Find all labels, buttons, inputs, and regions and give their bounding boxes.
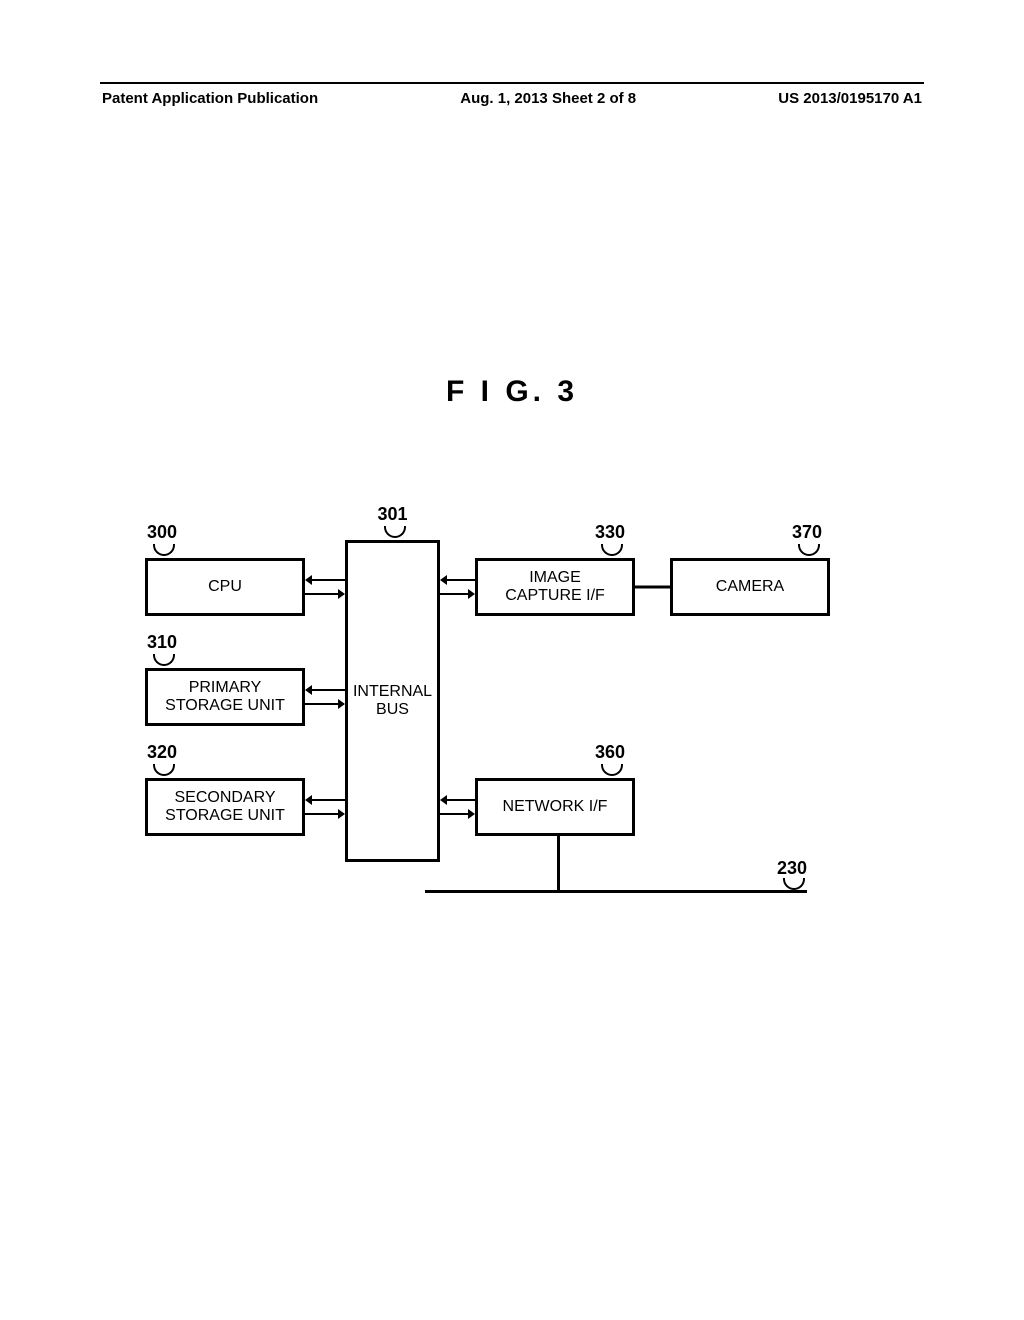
- lead-primary: [153, 654, 175, 666]
- connector-imgcap-camera: [635, 572, 670, 602]
- page-header: Patent Application Publication Aug. 1, 2…: [0, 82, 1024, 107]
- ref-cpu: 300: [147, 522, 177, 543]
- figure-title: F I G. 3: [0, 375, 1024, 409]
- block-label-camera: CAMERA: [716, 578, 784, 596]
- network-bus-line: [425, 890, 807, 893]
- connector-bus-netif: [440, 792, 475, 822]
- ref-network: 230: [777, 858, 807, 879]
- header-left: Patent Application Publication: [102, 90, 318, 107]
- ref-imgcap: 330: [595, 522, 625, 543]
- header-right: US 2013/0195170 A1: [778, 90, 922, 107]
- block-camera: CAMERA: [670, 558, 830, 616]
- block-label-primary: PRIMARYSTORAGE UNIT: [165, 679, 285, 716]
- lead-secondary: [153, 764, 175, 776]
- block-label-cpu: CPU: [208, 578, 242, 596]
- block-label-netif: NETWORK I/F: [503, 798, 608, 816]
- block-label-imgcap: IMAGECAPTURE I/F: [505, 569, 605, 606]
- header-center: Aug. 1, 2013 Sheet 2 of 8: [460, 90, 636, 107]
- connector-bus-imgcap: [440, 572, 475, 602]
- ref-secondary: 320: [147, 742, 177, 763]
- block-diagram: CPU300INTERNALBUS301PRIMARYSTORAGE UNIT3…: [145, 510, 885, 930]
- block-imgcap: IMAGECAPTURE I/F: [475, 558, 635, 616]
- block-label-bus: INTERNALBUS: [353, 683, 432, 720]
- lead-cpu: [153, 544, 175, 556]
- ref-camera: 370: [792, 522, 822, 543]
- lead-imgcap: [601, 544, 623, 556]
- block-label-secondary: SECONDARYSTORAGE UNIT: [165, 789, 285, 826]
- ref-netif: 360: [595, 742, 625, 763]
- connector-primary-bus: [305, 682, 345, 712]
- lead-netif: [601, 764, 623, 776]
- block-cpu: CPU: [145, 558, 305, 616]
- ref-bus: 301: [378, 504, 408, 525]
- block-bus: INTERNALBUS: [345, 540, 440, 862]
- connector-cpu-bus: [305, 572, 345, 602]
- ref-primary: 310: [147, 632, 177, 653]
- lead-camera: [798, 544, 820, 556]
- connector-secondary-bus: [305, 792, 345, 822]
- network-drop: [557, 836, 560, 890]
- lead-bus: [384, 526, 406, 538]
- header-rule: [100, 82, 924, 84]
- block-secondary: SECONDARYSTORAGE UNIT: [145, 778, 305, 836]
- lead-network: [783, 878, 805, 890]
- block-netif: NETWORK I/F: [475, 778, 635, 836]
- block-primary: PRIMARYSTORAGE UNIT: [145, 668, 305, 726]
